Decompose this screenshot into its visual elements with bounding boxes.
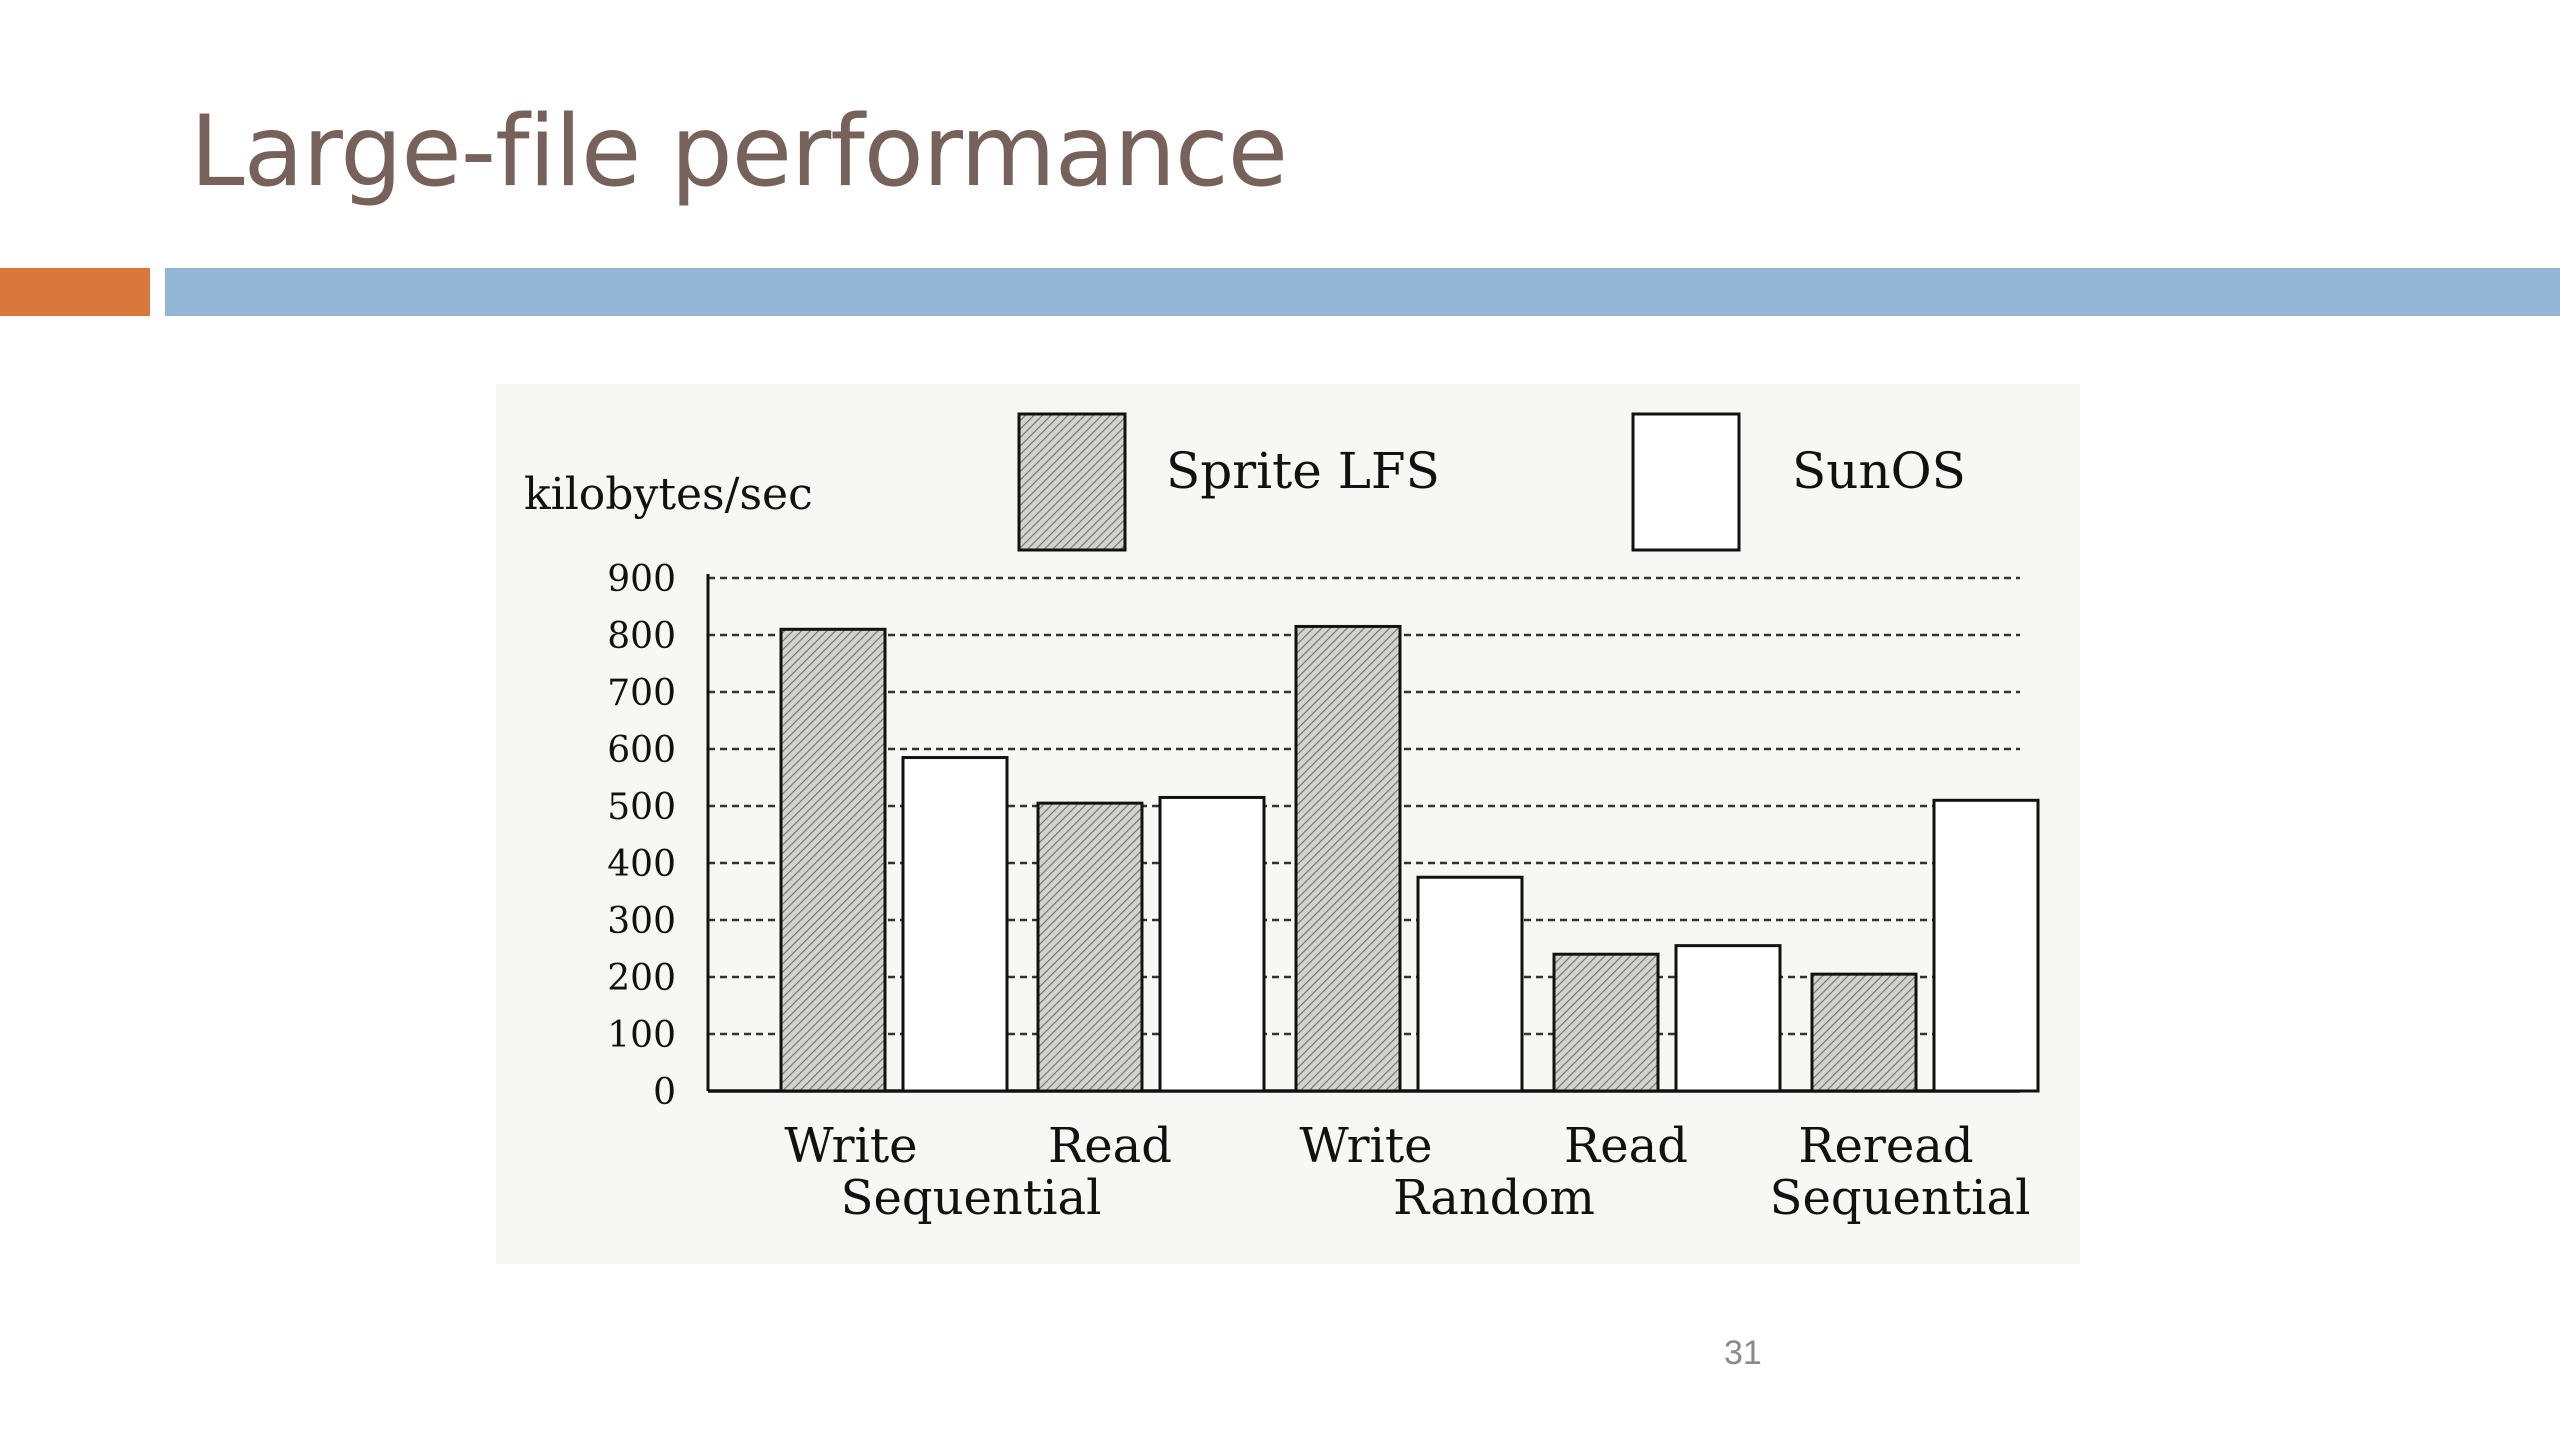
bar-sprite-lfs — [1294, 624, 1402, 1093]
y-tick-label: 600 — [607, 730, 676, 771]
bar-sunos — [901, 756, 1009, 1093]
y-tick-label: 300 — [607, 901, 676, 942]
bar-sunos — [1932, 798, 2040, 1093]
x-group-label: Sequential — [1770, 1170, 2031, 1226]
legend-label: Sprite LFS — [1166, 442, 1440, 500]
y-tick-label: 500 — [607, 787, 676, 828]
y-tick-label: 400 — [607, 844, 676, 885]
bar-sprite-lfs — [1552, 952, 1660, 1093]
x-group-label: Random — [1393, 1170, 1595, 1226]
y-tick-label: 200 — [607, 958, 676, 999]
bar-sunos — [1158, 795, 1266, 1093]
y-tick-label: 100 — [607, 1015, 676, 1056]
bar-sprite-lfs — [1036, 801, 1144, 1093]
x-category-label: Read — [1564, 1118, 1688, 1174]
chart-figure: kilobytes/sec 900 800 700 600 500 400 300 200 100… — [496, 384, 2080, 1264]
legend-label: SunOS — [1792, 442, 1966, 500]
x-category-label: Write — [784, 1118, 917, 1174]
accent-bar — [0, 268, 150, 316]
x-category-label: Reread — [1798, 1118, 1973, 1174]
y-tick-label: 0 — [653, 1072, 676, 1113]
bar-chart: kilobytes/sec 900 800 700 600 500 400 300 200 100… — [524, 412, 2040, 1226]
bar-sprite-lfs — [1810, 972, 1918, 1093]
page-number: 31 — [1724, 1334, 1762, 1372]
legend-swatch — [1017, 412, 1127, 552]
header-rule-bar — [165, 268, 2560, 316]
y-tick-label: 800 — [607, 616, 676, 657]
x-group-label: Sequential — [841, 1170, 1102, 1226]
bar-sunos — [1674, 944, 1782, 1093]
bar-sunos — [1416, 875, 1524, 1093]
slide-title: Large-file performance — [190, 95, 1288, 209]
x-category-label: Read — [1048, 1118, 1172, 1174]
x-category-label: Write — [1299, 1118, 1432, 1174]
bar-sprite-lfs — [779, 627, 887, 1093]
y-tick-label: 700 — [607, 673, 676, 714]
y-tick-label: 900 — [607, 559, 676, 600]
y-axis-label: kilobytes/sec — [524, 469, 813, 520]
legend-swatch — [1631, 412, 1741, 552]
